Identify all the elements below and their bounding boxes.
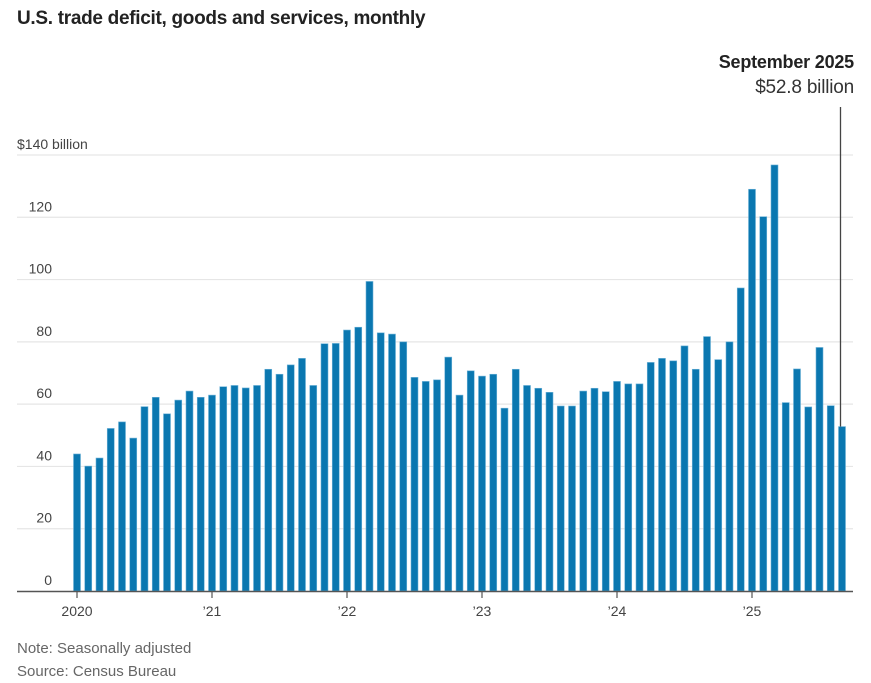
bar <box>365 281 374 592</box>
bar <box>129 437 138 592</box>
bar <box>511 368 520 592</box>
bar <box>241 387 250 592</box>
annotation-value: $52.8 billion <box>755 77 854 98</box>
bar <box>680 345 689 592</box>
bar <box>106 428 115 592</box>
bar <box>354 326 363 592</box>
bar <box>624 383 633 592</box>
bar <box>838 426 846 592</box>
bar <box>163 413 171 592</box>
bar <box>804 406 813 592</box>
bar <box>410 377 419 592</box>
bar <box>185 390 194 592</box>
y-tick-label: 0 <box>44 572 52 588</box>
bar <box>579 390 588 592</box>
x-tick-label: ’23 <box>473 603 492 619</box>
y-tick-label: $140 billion <box>17 136 88 152</box>
bar <box>320 343 329 592</box>
bar <box>826 405 835 592</box>
bar <box>534 387 543 592</box>
bar <box>196 396 205 592</box>
bar <box>770 164 779 592</box>
bar <box>253 385 261 592</box>
x-tick-label: ’24 <box>608 603 627 619</box>
y-tick-label: 60 <box>36 385 52 401</box>
bar <box>343 329 351 592</box>
bar <box>118 421 126 592</box>
y-tick-label: 20 <box>36 510 52 526</box>
bar <box>444 356 453 592</box>
bar <box>736 287 745 592</box>
bar <box>601 391 610 592</box>
bar <box>635 383 644 592</box>
chart-title: U.S. trade deficit, goods and services, … <box>17 8 426 29</box>
bar <box>545 392 554 592</box>
bar <box>151 396 160 592</box>
bar <box>230 385 239 592</box>
bar <box>725 341 734 592</box>
x-axis: 2020 ’21 ’22 ’23 ’24 ’25 <box>17 590 853 619</box>
y-tick-label: 100 <box>29 261 53 277</box>
bar <box>286 364 295 592</box>
bar <box>556 405 565 592</box>
bar <box>793 368 801 592</box>
x-tick-label: 2020 <box>61 603 92 619</box>
bar <box>309 385 318 592</box>
bar <box>759 216 768 592</box>
bar <box>500 407 509 592</box>
bar <box>298 358 306 592</box>
bar <box>669 360 678 592</box>
bar <box>613 381 621 592</box>
bar <box>455 394 464 592</box>
bar <box>658 358 666 592</box>
bar <box>691 368 700 592</box>
y-tick-label: 120 <box>29 198 53 214</box>
x-tick-label: ’25 <box>743 603 762 619</box>
bar <box>95 457 104 592</box>
bar <box>421 381 430 592</box>
x-tick-label: ’22 <box>338 603 357 619</box>
bar <box>466 370 475 592</box>
bar <box>781 402 790 592</box>
bar <box>219 386 228 592</box>
bars <box>73 164 846 592</box>
bar <box>748 188 756 592</box>
bar <box>523 385 531 592</box>
bar <box>275 373 284 592</box>
y-tick-label: 80 <box>36 323 52 339</box>
footnote: Note: Seasonally adjusted <box>17 640 192 657</box>
y-axis-labels: 0 20 40 60 80 100 120 $140 billion <box>17 136 88 588</box>
bar <box>376 332 385 592</box>
bar <box>478 375 486 592</box>
bar <box>140 406 149 592</box>
bar <box>815 347 824 592</box>
bar <box>399 341 408 592</box>
bar <box>433 379 441 592</box>
bar <box>174 399 183 592</box>
bar <box>388 333 396 592</box>
bar <box>646 362 655 592</box>
bar <box>590 387 599 592</box>
bar <box>568 405 576 592</box>
bar <box>714 359 723 592</box>
y-tick-label: 40 <box>36 447 52 463</box>
bar <box>73 453 81 592</box>
x-tick-label: ’21 <box>203 603 222 619</box>
bar <box>84 465 93 592</box>
bar <box>264 368 273 592</box>
bar <box>208 394 216 592</box>
annotation-label: September 2025 <box>718 52 854 72</box>
bar <box>703 336 711 592</box>
bar <box>331 343 340 592</box>
source-note: Source: Census Bureau <box>17 663 177 680</box>
bar <box>489 373 498 592</box>
